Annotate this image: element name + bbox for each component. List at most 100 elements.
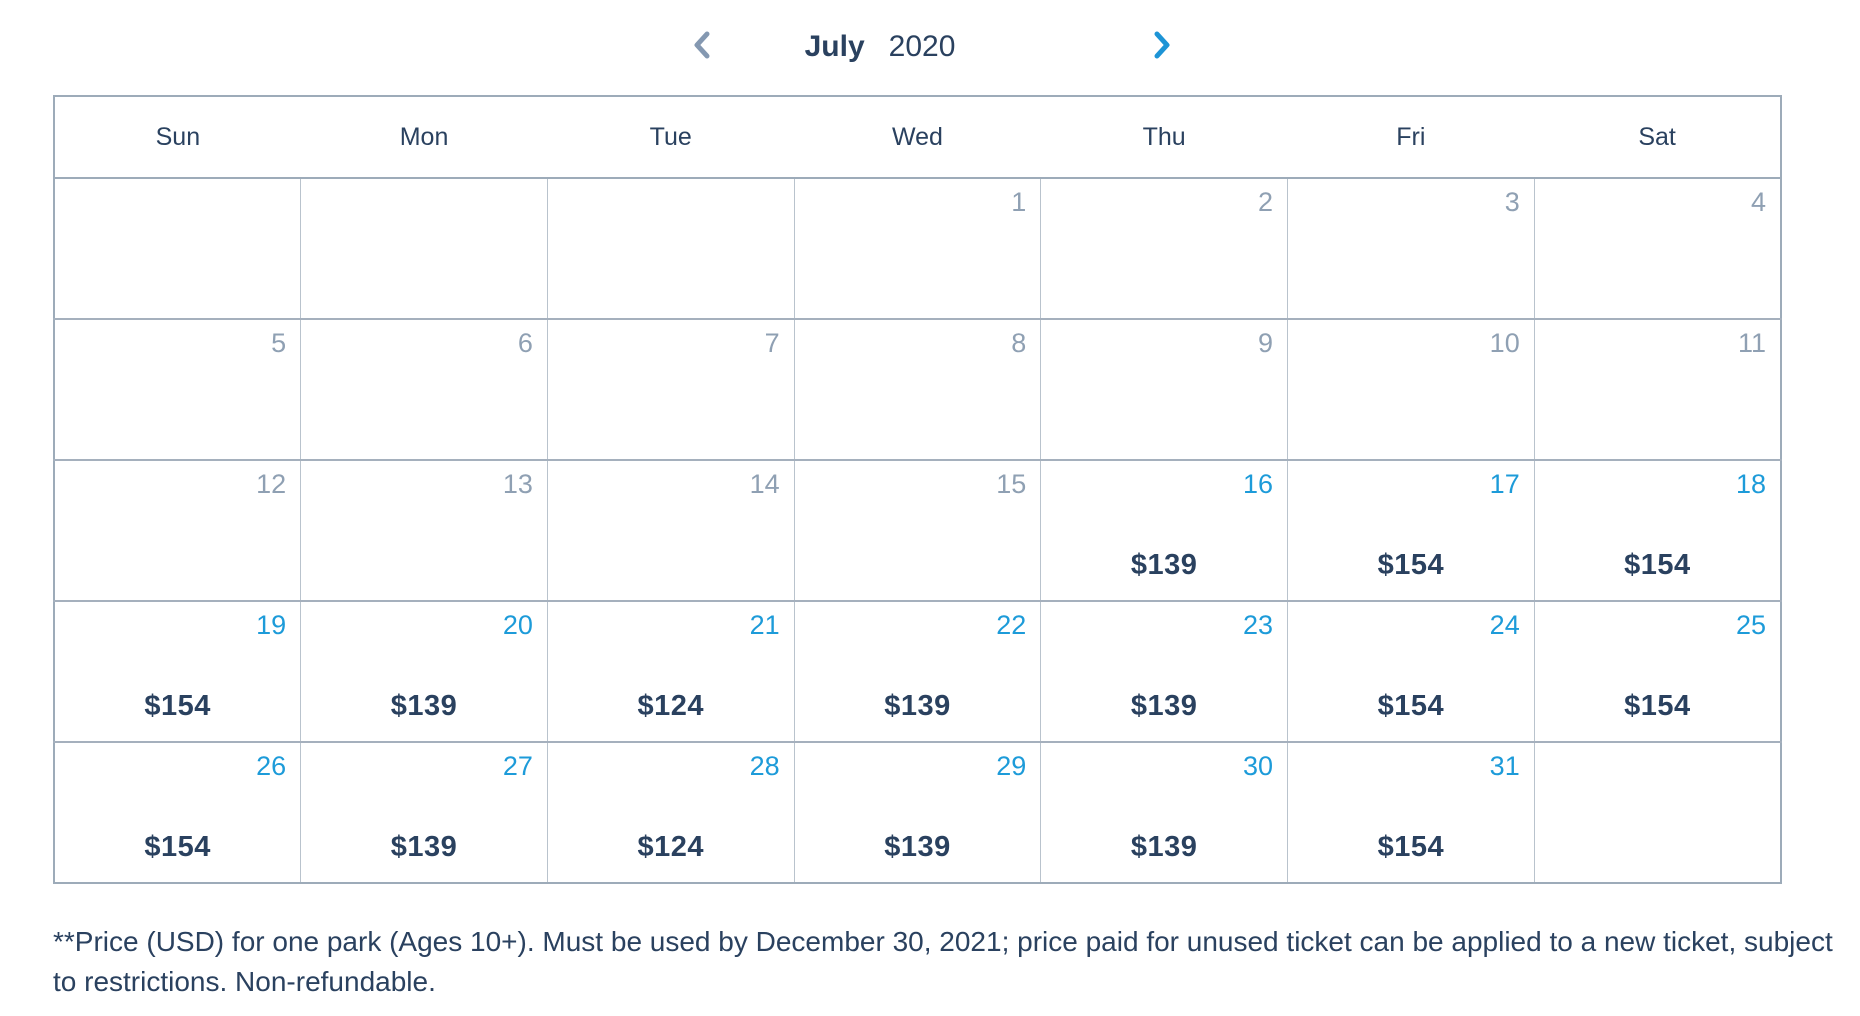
day-cell[interactable]: 30 $139 (1040, 741, 1289, 883)
day-cell (300, 177, 548, 319)
day-number: 30 (1242, 751, 1274, 781)
day-number: 9 (1257, 328, 1274, 358)
prev-month-button[interactable] (683, 24, 721, 66)
weekday-sun: Sun (54, 96, 301, 179)
day-number: 8 (1011, 328, 1027, 358)
weekday-sat: Sat (1534, 96, 1781, 179)
day-cell[interactable]: 26 $154 (53, 741, 302, 883)
day-number: 26 (256, 751, 287, 781)
day-cell: 5 (53, 318, 302, 460)
day-cell: 10 (1287, 318, 1535, 460)
day-number: 16 (1242, 469, 1274, 499)
day-price: $154 (1377, 549, 1445, 581)
day-number: 21 (749, 610, 780, 640)
day-cell: 15 (793, 459, 1042, 601)
day-price: $124 (637, 690, 705, 722)
weekday-fri: Fri (1287, 96, 1535, 179)
price-footnote: **Price (USD) for one park (Ages 10+). M… (53, 926, 1833, 997)
day-number: 6 (517, 328, 533, 358)
day-number: 27 (502, 751, 533, 781)
day-price: $154 (1624, 549, 1691, 581)
day-cell (53, 177, 302, 319)
day-price: $154 (1377, 831, 1445, 863)
day-price: $124 (637, 831, 705, 863)
day-cell[interactable]: 31 $154 (1287, 741, 1535, 883)
chevron-right-icon (1151, 31, 1173, 63)
day-number: 18 (1735, 469, 1766, 499)
day-cell[interactable]: 28 $124 (546, 741, 795, 883)
day-number: 29 (996, 751, 1027, 781)
day-cell[interactable]: 19 $154 (53, 600, 302, 742)
day-number: 20 (502, 610, 533, 640)
day-price: $139 (1130, 690, 1198, 722)
day-price: $139 (390, 831, 458, 863)
day-cell[interactable]: 23 $139 (1040, 600, 1289, 742)
day-number: 5 (271, 328, 287, 358)
day-price: $139 (884, 690, 951, 722)
day-cell: 13 (300, 459, 548, 601)
day-price: $154 (144, 831, 211, 863)
chevron-left-icon (691, 31, 713, 63)
day-cell[interactable]: 20 $139 (300, 600, 548, 742)
day-price: $139 (1130, 831, 1198, 863)
day-cell: 9 (1040, 318, 1289, 460)
day-number: 17 (1489, 469, 1520, 499)
day-number: 24 (1489, 610, 1520, 640)
day-cell: 7 (546, 318, 795, 460)
month-title: July 2020 (805, 30, 956, 64)
day-number: 12 (256, 469, 287, 499)
calendar-week-row: 1 2 3 4 (53, 177, 1782, 319)
day-price: $154 (1377, 690, 1445, 722)
day-price: $139 (884, 831, 951, 863)
calendar-week-row: 5 6 7 8 9 10 11 (53, 318, 1782, 460)
day-number: 15 (996, 469, 1027, 499)
day-cell: 1 (793, 177, 1042, 319)
day-number: 3 (1504, 187, 1520, 217)
weekday-thu: Thu (1040, 96, 1288, 179)
day-number: 7 (764, 328, 780, 358)
day-price: $139 (390, 690, 458, 722)
month-label: July (804, 30, 865, 63)
day-number: 28 (749, 751, 780, 781)
day-cell: 3 (1287, 177, 1535, 319)
day-cell: 14 (546, 459, 795, 601)
day-cell[interactable]: 27 $139 (300, 741, 548, 883)
day-cell: 2 (1040, 177, 1289, 319)
day-price: $154 (144, 690, 211, 722)
day-price: $139 (1130, 549, 1198, 581)
day-cell (546, 177, 795, 319)
day-number: 22 (996, 610, 1027, 640)
calendar-week-row: 12 13 14 15 16 $139 17 $154 18 $154 (53, 459, 1782, 601)
weekday-mon: Mon (300, 96, 548, 179)
next-month-button[interactable] (1143, 24, 1181, 66)
day-cell (1533, 741, 1782, 883)
day-number: 25 (1735, 610, 1766, 640)
day-cell[interactable]: 18 $154 (1533, 459, 1782, 601)
day-cell[interactable]: 22 $139 (793, 600, 1042, 742)
day-number: 11 (1737, 328, 1766, 358)
day-number: 14 (749, 469, 780, 499)
day-number: 2 (1257, 187, 1274, 217)
day-number: 23 (1242, 610, 1274, 640)
day-cell[interactable]: 25 $154 (1533, 600, 1782, 742)
day-cell[interactable]: 21 $124 (546, 600, 795, 742)
day-cell: 4 (1533, 177, 1782, 319)
day-cell[interactable]: 29 $139 (793, 741, 1042, 883)
day-number: 4 (1750, 187, 1766, 217)
month-navigation: July 2020 (53, 0, 1782, 95)
day-cell: 6 (300, 318, 548, 460)
weekday-tue: Tue (547, 96, 795, 179)
day-cell[interactable]: 17 $154 (1287, 459, 1535, 601)
day-cell: 12 (53, 459, 302, 601)
calendar-week-row: 19 $154 20 $139 21 $124 22 $139 23 $139 24 $15… (53, 600, 1782, 742)
day-cell: 11 (1533, 318, 1782, 460)
day-cell[interactable]: 24 $154 (1287, 600, 1535, 742)
day-price: $154 (1624, 690, 1691, 722)
weekday-wed: Wed (794, 96, 1041, 179)
day-number: 19 (256, 610, 287, 640)
day-cell[interactable]: 16 $139 (1040, 459, 1289, 601)
day-cell: 8 (793, 318, 1042, 460)
calendar-week-row: 26 $154 27 $139 28 $124 29 $139 30 $139 31 $15… (53, 741, 1782, 883)
weekday-header-row: Sun Mon Tue Wed Thu Fri Sat (54, 96, 1781, 179)
